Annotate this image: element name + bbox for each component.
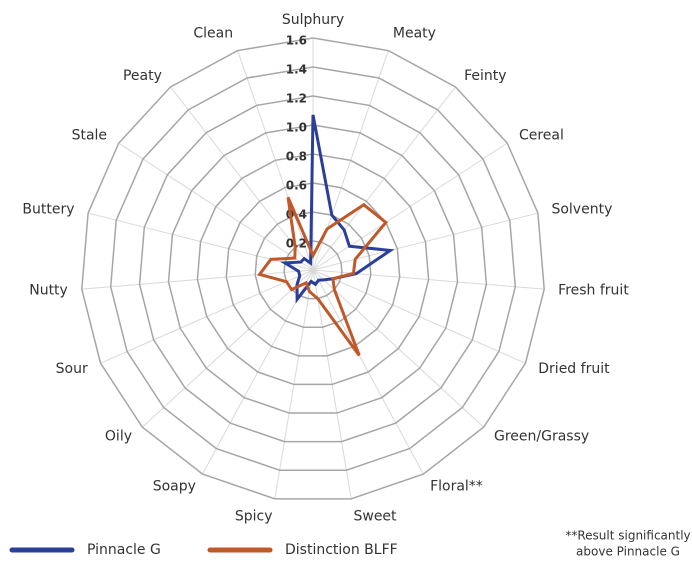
category-label: Meaty <box>393 25 436 41</box>
annotation: above Pinnacle G <box>576 545 680 559</box>
category-label: Sour <box>56 361 88 377</box>
category-label: Sulphury <box>282 12 344 28</box>
category-label: Sweet <box>353 509 397 525</box>
category-label: Dried fruit <box>538 361 610 377</box>
category-label: Green/Grassy <box>494 429 589 445</box>
tick-label: 0.2 <box>286 237 307 251</box>
grid-ring <box>138 95 488 443</box>
category-label: Nutty <box>29 282 68 298</box>
category-label: Floral** <box>430 478 483 494</box>
legend-label: Distinction BLFF <box>285 542 398 558</box>
category-label: Buttery <box>22 202 74 218</box>
category-label: Stale <box>72 127 107 143</box>
category-label: Peaty <box>123 68 162 84</box>
category-label: Feinty <box>464 68 506 84</box>
annotation: **Result significantly <box>565 529 690 543</box>
category-label: Clean <box>193 25 233 41</box>
grid-ring <box>283 240 343 300</box>
tick-label: 1.2 <box>286 92 307 106</box>
tick-label: 1.6 <box>286 34 307 48</box>
tick-label: 1.0 <box>286 121 307 135</box>
category-label: Solventy <box>551 202 612 218</box>
series-line <box>279 114 395 304</box>
grid-ring <box>254 211 372 328</box>
series-line <box>257 196 388 357</box>
grid-ring <box>109 66 517 471</box>
tick-label: 0.6 <box>286 179 307 193</box>
grid-ring <box>196 153 430 386</box>
tick-label: 0.8 <box>286 150 307 164</box>
grid-ring <box>167 124 459 414</box>
grid-ring <box>225 182 401 357</box>
category-label: Fresh fruit <box>558 282 629 298</box>
category-label: Cereal <box>519 127 564 143</box>
tick-label: 1.4 <box>286 63 307 77</box>
category-label: Oily <box>105 429 132 445</box>
category-label: Spicy <box>235 509 273 525</box>
category-label: Soapy <box>153 478 196 494</box>
grid-ring <box>81 37 545 500</box>
legend-label: Pinnacle G <box>87 542 161 558</box>
